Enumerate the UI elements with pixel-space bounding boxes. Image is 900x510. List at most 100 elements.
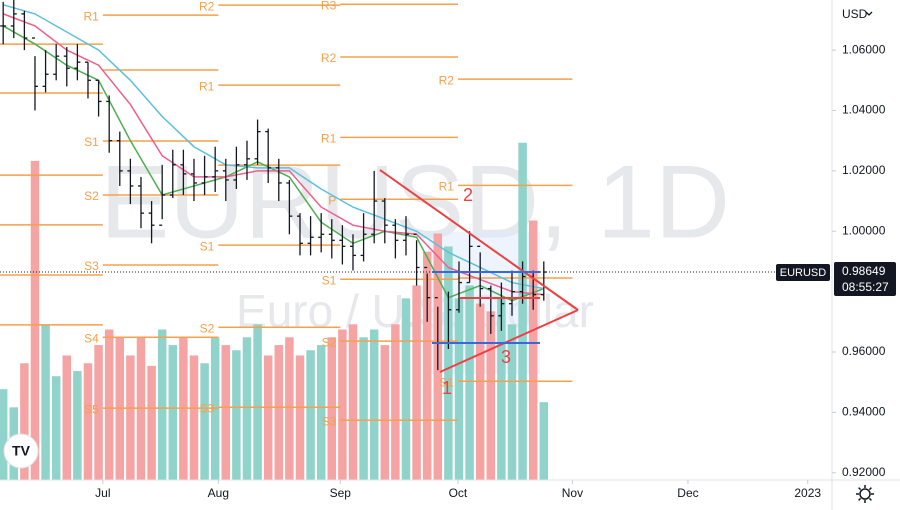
volume-bar xyxy=(348,324,358,480)
volume-bar xyxy=(232,350,241,480)
pivot-label: P xyxy=(328,193,336,207)
x-tick-label: Sep xyxy=(330,486,352,500)
currency-label[interactable]: USD xyxy=(842,7,868,21)
moving-average xyxy=(2,4,544,290)
pivot-label: S1 xyxy=(439,375,454,389)
x-tick-label: Dec xyxy=(677,486,698,500)
volume-bar xyxy=(465,285,474,480)
pivot-label: S5 xyxy=(84,402,99,416)
volume-bar xyxy=(94,345,103,480)
y-tick-label: 0.94000 xyxy=(842,405,886,419)
moving-average xyxy=(2,13,544,296)
volume-bar xyxy=(200,363,209,480)
pivot-label: S1 xyxy=(84,135,99,149)
pivot-label: S1 xyxy=(200,239,215,253)
volume-bar xyxy=(391,324,400,480)
pivot-label: R2 xyxy=(199,0,215,13)
pivot-label: S2 xyxy=(84,189,99,203)
countdown: 08:55:27 xyxy=(842,280,889,294)
volume-bar xyxy=(295,355,305,480)
pivot-label: S3 xyxy=(200,401,215,415)
volume-bar xyxy=(62,355,72,480)
volume-bar xyxy=(497,298,506,480)
volume-bar xyxy=(242,337,252,480)
currency-dropdown[interactable] xyxy=(865,11,873,16)
volume-bar xyxy=(30,160,40,480)
volume-bar xyxy=(338,329,347,480)
pivot-label: R1 xyxy=(321,132,337,146)
x-tick-label: Jul xyxy=(95,486,110,500)
y-tick-label: 1.06000 xyxy=(842,42,886,56)
volume-bar xyxy=(126,355,135,480)
y-tick-label: 1.04000 xyxy=(842,103,886,117)
tv-logo[interactable]: TV xyxy=(3,433,39,469)
volume-bar xyxy=(306,350,315,480)
volume-bar xyxy=(253,324,262,480)
volume-bar xyxy=(274,345,284,480)
pivot-label: S2 xyxy=(200,321,215,335)
pivot-label: S2 xyxy=(322,335,337,349)
volume-bar xyxy=(401,298,411,480)
moving-average xyxy=(2,25,545,302)
volume-bar xyxy=(73,371,82,480)
price-tag: EURUSD xyxy=(780,267,827,279)
y-tick-label: 1.00000 xyxy=(842,223,886,237)
volume-bar xyxy=(41,324,50,480)
volume-bar xyxy=(221,345,231,480)
volume-bar xyxy=(369,329,379,480)
volume-bar xyxy=(104,329,114,480)
annotation: 1 xyxy=(442,378,452,398)
volume-bar xyxy=(316,345,326,480)
last-price-box xyxy=(834,262,896,296)
annotation: 2 xyxy=(463,185,473,205)
price-tag-box xyxy=(776,264,830,281)
x-tick-label: Aug xyxy=(208,486,229,500)
last-price: 0.98649 xyxy=(842,264,886,278)
volume-bar xyxy=(51,376,61,480)
x-tick-label: 2023 xyxy=(794,486,821,500)
annotation: 3 xyxy=(501,347,511,367)
y-tick-label: 1.02000 xyxy=(842,163,886,177)
volume-bar xyxy=(20,363,29,480)
pivot-label: S1 xyxy=(322,273,337,287)
drawings: 1 2 3 xyxy=(379,169,579,398)
volume-bar xyxy=(528,220,538,481)
volume-bar xyxy=(475,303,485,480)
volume-bar xyxy=(168,345,178,480)
volume-bar xyxy=(539,402,549,480)
y-tick-label: 0.96000 xyxy=(842,344,886,358)
pivot-label: R1 xyxy=(439,180,455,194)
volume-bar xyxy=(157,329,167,480)
pivot-label: R2 xyxy=(439,73,455,87)
x-tick-label: Nov xyxy=(562,486,583,500)
volume-bar xyxy=(263,355,273,480)
pivot-label: R2 xyxy=(321,51,337,65)
triangle-line xyxy=(379,169,579,311)
settings-icon[interactable] xyxy=(856,485,874,503)
pivot-label: R1 xyxy=(199,79,215,93)
pivot-label: S3 xyxy=(322,414,337,428)
volume-bar xyxy=(327,337,337,480)
volume-bar xyxy=(507,324,517,480)
volume-bar xyxy=(189,355,199,480)
volume-bar xyxy=(147,365,156,480)
pivot-label: S4 xyxy=(84,331,99,345)
volume-bar xyxy=(444,246,453,480)
pivot-label: R1 xyxy=(83,9,99,23)
volume-bar xyxy=(518,142,527,480)
volume-bar xyxy=(422,251,432,480)
x-tick-label: Oct xyxy=(449,486,468,500)
volume-bar xyxy=(380,345,390,480)
volume-bar xyxy=(285,337,294,480)
y-tick-label: 0.92000 xyxy=(842,465,886,479)
volume-bar xyxy=(454,298,464,480)
volume-bar xyxy=(486,311,496,480)
volume-bar xyxy=(412,285,421,480)
pivot-label: S3 xyxy=(84,259,99,273)
pivot-label: R3 xyxy=(321,0,337,12)
svg-text:TV: TV xyxy=(12,443,31,459)
triangle-line xyxy=(439,309,579,373)
volume-bar xyxy=(0,389,8,480)
volume-bar xyxy=(83,363,93,480)
